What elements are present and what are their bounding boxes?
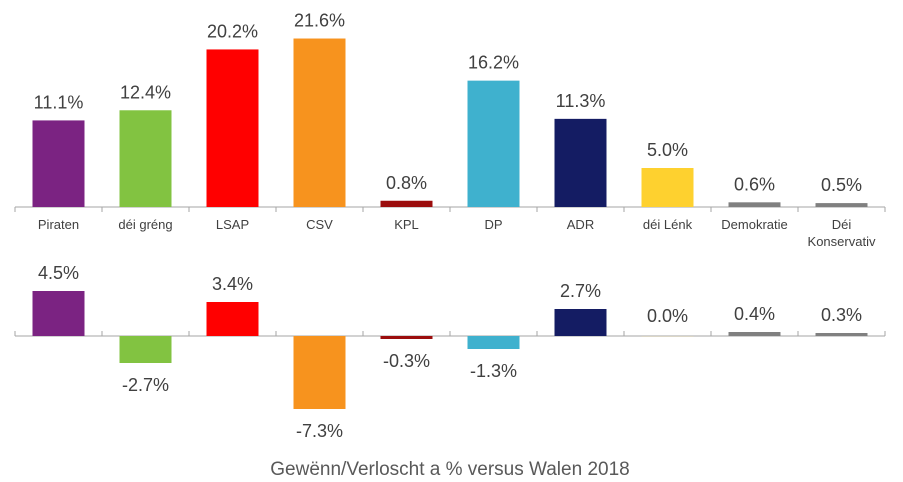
bar: [815, 333, 868, 336]
bar: [206, 302, 259, 336]
value-label: 16.2%: [468, 53, 519, 73]
value-label: 21.6%: [294, 11, 345, 31]
value-label: 11.1%: [34, 92, 84, 112]
value-label: 20.2%: [207, 21, 258, 41]
value-label: -2.7%: [122, 375, 169, 395]
bar: [380, 200, 433, 207]
bar: [467, 80, 520, 207]
x-tick-label: LSAP: [216, 217, 249, 232]
bar: [32, 291, 85, 336]
bar: [206, 49, 259, 207]
chart-title: Gewënn/Verloscht a % versus Walen 2018: [270, 459, 629, 480]
x-tick-label: Déi Konservativ: [808, 217, 876, 249]
value-label: 0.8%: [386, 173, 427, 193]
x-tick-label: DP: [484, 217, 502, 232]
bar: [641, 168, 694, 207]
value-label: 2.7%: [560, 281, 601, 301]
bar: [380, 336, 433, 339]
bar: [119, 336, 172, 363]
x-tick-label: ADR: [567, 217, 594, 232]
x-tick-label: déi gréng: [118, 217, 172, 232]
x-tick-label: KPL: [394, 217, 419, 232]
bar: [554, 309, 607, 336]
value-label: 0.3%: [821, 305, 862, 325]
value-label: 5.0%: [647, 140, 688, 160]
value-label: 0.0%: [647, 306, 688, 326]
value-label: 4.5%: [38, 263, 79, 283]
value-label: 0.5%: [821, 175, 862, 195]
bar: [293, 38, 346, 207]
bar: [119, 110, 172, 207]
bar: [815, 203, 868, 207]
bar: [728, 332, 781, 336]
value-label: -1.3%: [470, 361, 517, 381]
bar: [293, 336, 346, 409]
value-label: 11.3%: [556, 91, 606, 111]
bar: [32, 120, 85, 207]
value-label: -0.3%: [383, 351, 430, 371]
value-label: 12.4%: [120, 82, 171, 102]
bar: [728, 202, 781, 207]
value-label: 3.4%: [212, 274, 253, 294]
x-tick-label: déi Lénk: [643, 217, 693, 232]
x-tick-label: Demokratie: [721, 217, 787, 232]
value-label: -7.3%: [296, 421, 343, 441]
x-tick-label: CSV: [306, 217, 333, 232]
bar: [554, 118, 607, 207]
x-tick-label: Piraten: [38, 217, 79, 232]
bar: [467, 336, 520, 349]
value-label: 0.4%: [734, 304, 775, 324]
value-label: 0.6%: [734, 174, 775, 194]
